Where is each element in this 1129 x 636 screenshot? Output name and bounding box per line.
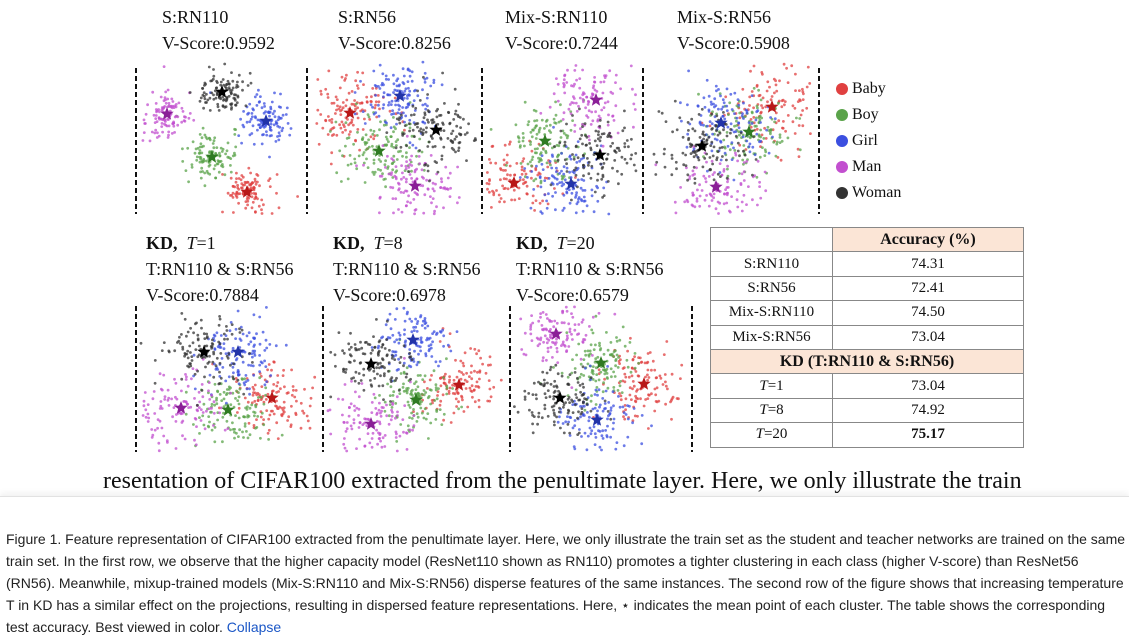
cluster-mean-star-icon (259, 114, 273, 127)
cluster-mean-star-icon (593, 148, 607, 161)
cluster-mean-star-icon (197, 345, 211, 358)
cluster-mean-star-icon (564, 177, 578, 190)
baby-dot-icon (836, 83, 848, 95)
model-cell: Mix-S:RN110 (710, 300, 833, 326)
temp-cell: T=20 (710, 422, 833, 448)
table-row: T=8 74.92 (710, 397, 1024, 424)
table-row: Mix-S:RN56 73.04 (710, 324, 1024, 350)
accuracy-cell: 72.41 (832, 275, 1024, 302)
girl-dot-icon (836, 135, 848, 147)
cluster-mean-star-icon (215, 85, 229, 98)
accuracy-cell-best: 75.17 (832, 422, 1024, 448)
table-row: Mix-S:RN110 74.50 (710, 300, 1024, 326)
collapse-link[interactable]: Collapse (226, 619, 282, 635)
cluster-mean-star-icon (364, 357, 378, 370)
cluster-mean-star-icon (205, 150, 219, 163)
panel-title-kd-t1: KD, T=1 T:RN110 & S:RN56 V-Score:0.7884 (146, 233, 294, 305)
cluster-mean-star-icon (594, 356, 608, 369)
legend-item-woman: Woman (836, 180, 901, 206)
cluster-mean-star-icon (221, 403, 235, 416)
legend-item-man: Man (836, 154, 901, 180)
accuracy-table: Accuracy (%) S:RN110 74.31 S:RN56 72.41 Mi… (710, 226, 1024, 448)
cluster-mean-star-icon (372, 144, 386, 157)
cluster-mean-star-icon (393, 89, 407, 102)
cluster-mean-star-icon (240, 185, 254, 198)
panel-title-s-rn56: S:RN56 V-Score:0.8256 (338, 7, 451, 53)
panel-title-s-rn110: S:RN110 V-Score:0.9592 (162, 7, 275, 53)
scatter-s-rn110 (141, 62, 299, 215)
cluster-mean-star-icon (174, 401, 188, 414)
model-cell: Mix-S:RN56 (710, 324, 833, 350)
scatter-kd-t20 (513, 305, 684, 452)
scatter-mix-s-rn56 (652, 62, 812, 215)
accuracy-cell: 74.92 (832, 397, 1024, 424)
scatter-kd-t8 (326, 306, 503, 453)
legend: Baby Boy Girl Man Woman (836, 76, 901, 206)
temp-cell: T=8 (710, 397, 833, 424)
panel-title-kd-t20: KD, T=20 T:RN110 & S:RN56 V-Score:0.6579 (516, 233, 664, 305)
figure-image: S:RN110 V-Score:0.9592 S:RN56 V-Score:0.82… (103, 7, 1024, 494)
table-header-row: Accuracy (%) (710, 226, 1024, 253)
temp-cell: T=1 (710, 373, 833, 399)
panel-title-mix-s-rn110: Mix-S:RN110 V-Score:0.7244 (505, 7, 618, 53)
cluster-mean-star-icon (709, 180, 723, 193)
table-section-row: KD (T:RN110 & S:RN56) (710, 348, 1024, 375)
panel-title-kd-t8: KD, T=8 T:RN110 & S:RN56 V-Score:0.6978 (333, 233, 481, 305)
accuracy-cell: 74.31 (832, 251, 1024, 277)
cluster-mean-star-icon (160, 107, 174, 120)
table-row: T=1 73.04 (710, 373, 1024, 399)
model-cell: S:RN56 (710, 275, 833, 302)
cluster-mean-star-icon (429, 123, 443, 136)
panel-title-mix-s-rn56: Mix-S:RN56 V-Score:0.5908 (677, 7, 790, 53)
cluster-mean-star-icon (590, 413, 604, 426)
scatter-s-rn56 (315, 60, 477, 216)
cluster-mean-star-icon (265, 391, 279, 404)
caption-panel: Figure 1. Feature representation of CIFA… (0, 496, 1129, 636)
cluster-mean-star-icon (231, 345, 245, 358)
cluster-mean-star-icon (714, 116, 728, 129)
scatter-kd-t1 (139, 306, 317, 453)
man-dot-icon (836, 161, 848, 173)
cluster-mean-star-icon (553, 391, 567, 404)
table-row: S:RN110 74.31 (710, 251, 1024, 277)
scatter-plots (135, 60, 820, 453)
cluster-mean-star-icon (364, 417, 378, 430)
cluster-mean-star-icon (452, 378, 466, 391)
legend-item-girl: Girl (836, 128, 901, 154)
cluster-mean-star-icon (637, 377, 651, 390)
accuracy-cell: 73.04 (832, 373, 1024, 399)
table-row: S:RN56 72.41 (710, 275, 1024, 302)
legend-item-baby: Baby (836, 76, 901, 102)
scatter-mix-s-rn110 (485, 64, 638, 216)
boy-dot-icon (836, 109, 848, 121)
cluster-mean-star-icon (507, 176, 521, 189)
table-corner-cell (710, 226, 833, 253)
cluster-mean-star-icon (538, 134, 552, 147)
cluster-mean-star-icon (695, 139, 709, 152)
model-cell: S:RN110 (710, 251, 833, 277)
figure-caption: Figure 1. Feature representation of CIFA… (6, 531, 1126, 635)
cutoff-body-text: resentation of CIFAR100 extracted from t… (103, 468, 1022, 494)
cluster-mean-star-icon (742, 125, 756, 138)
woman-dot-icon (836, 187, 848, 199)
accuracy-header: Accuracy (%) (832, 226, 1024, 253)
table-row: T=20 75.17 (710, 422, 1024, 448)
legend-item-boy: Boy (836, 102, 901, 128)
cluster-mean-star-icon (589, 93, 603, 106)
cluster-mean-star-icon (343, 106, 357, 119)
accuracy-cell: 74.50 (832, 300, 1024, 326)
cluster-mean-star-icon (549, 327, 563, 340)
cluster-mean-star-icon (406, 333, 420, 346)
kd-section-label: KD (T:RN110 & S:RN56) (710, 348, 1024, 375)
cluster-mean-star-icon (765, 100, 779, 113)
cluster-mean-star-icon (408, 179, 422, 192)
cluster-mean-star-icon (409, 393, 423, 406)
accuracy-cell: 73.04 (832, 324, 1024, 350)
